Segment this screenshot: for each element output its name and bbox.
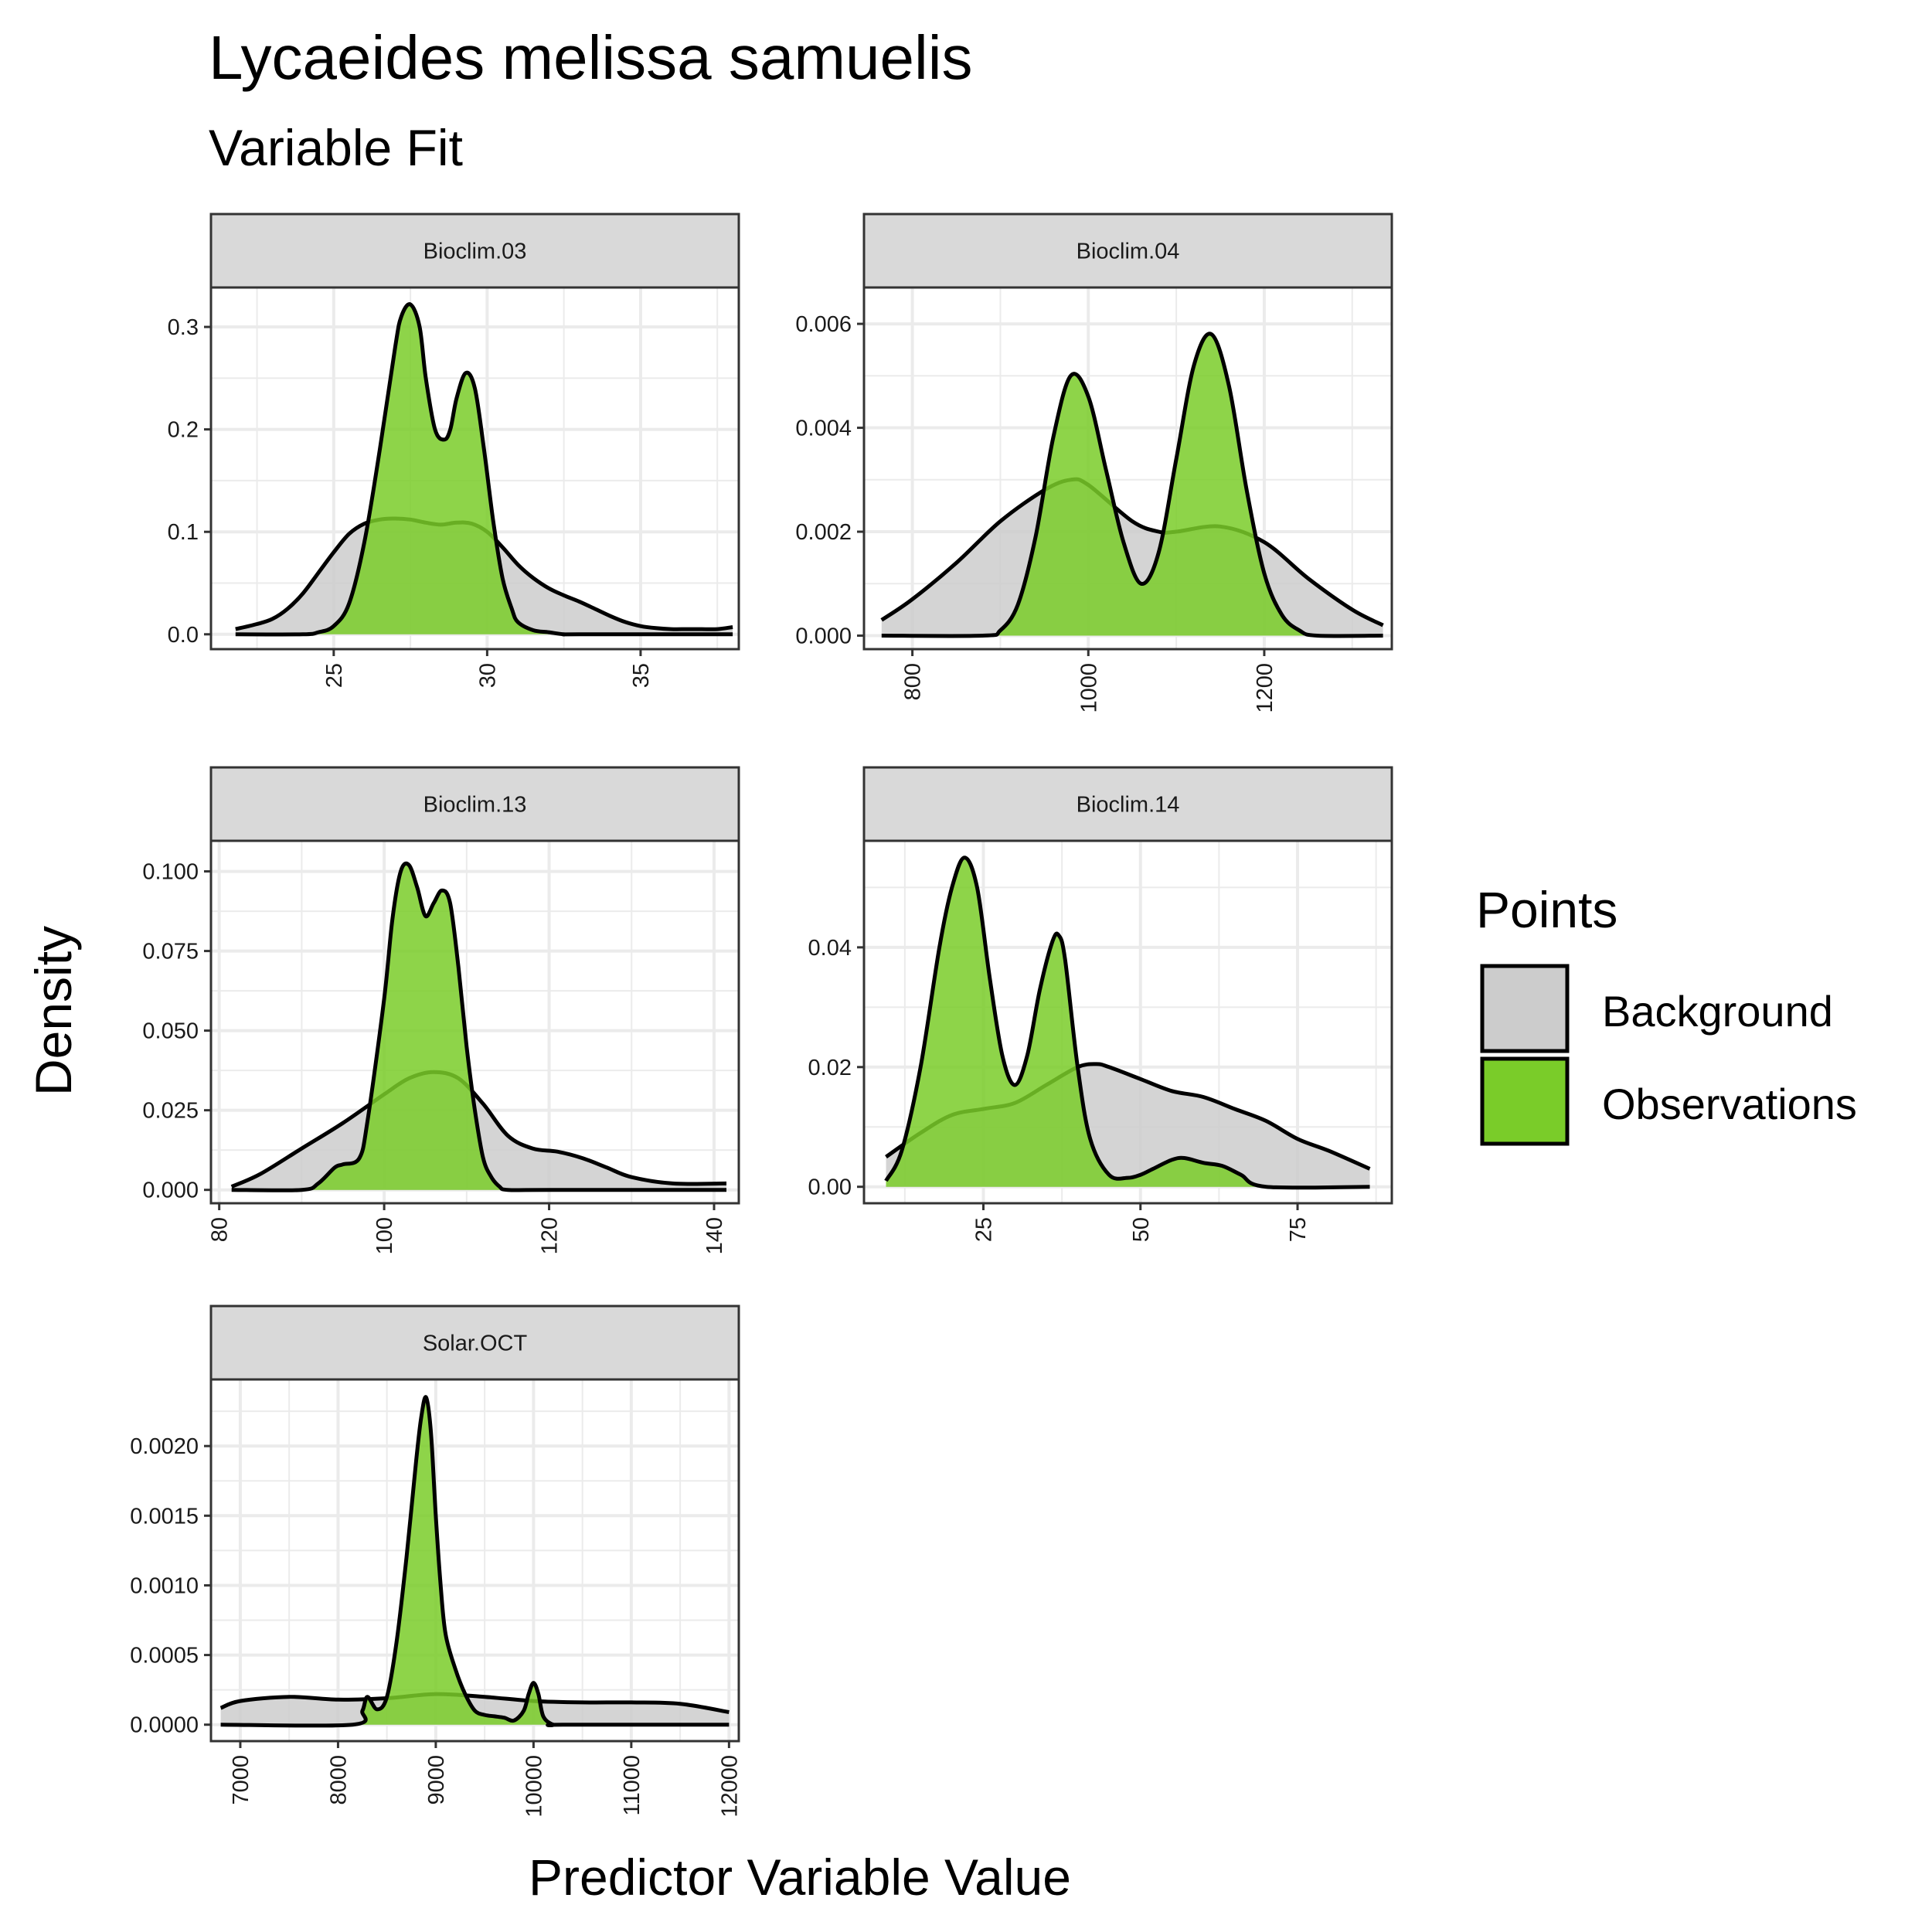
density-line-observations — [881, 332, 1383, 638]
y-tick-label: 0.006 — [795, 312, 852, 337]
x-tick-label: 30 — [475, 663, 500, 688]
strip-bioclim-03 — [209, 213, 740, 289]
density-line-observations — [220, 1395, 730, 1728]
density-line-background — [880, 477, 1384, 628]
x-tick-label: 75 — [1286, 1217, 1311, 1242]
density-line-background — [230, 1070, 727, 1189]
x-tick-label: 35 — [629, 663, 654, 688]
y-tick-label: 0.04 — [808, 936, 852, 961]
density-area-observations — [235, 304, 733, 634]
x-tick-label: 8000 — [326, 1755, 351, 1805]
y-tick-label: 0.100 — [142, 860, 199, 885]
legend-label-background: Background — [1602, 987, 1833, 1036]
density-line-observations — [231, 861, 726, 1192]
panel-background — [211, 1379, 739, 1741]
strip-bioclim-04 — [862, 213, 1393, 289]
x-tick-label: 1200 — [1253, 663, 1277, 713]
panel-bioclim-13: Bioclim.13 0.000 0.025 0.050 0.075 0.100 80 100… — [142, 766, 740, 1254]
strip-label: Solar.OCT — [423, 1332, 528, 1356]
y-tick-label: 0.004 — [795, 417, 852, 441]
legend-key-background — [1480, 964, 1570, 1053]
y-tick-label: 0.0010 — [130, 1573, 199, 1598]
legend-key-observations — [1480, 1056, 1570, 1146]
chart-subtitle: Variable Fit — [209, 119, 463, 176]
x-tick-label: 25 — [971, 1217, 996, 1242]
density-line-observations — [235, 302, 733, 637]
x-tick-label: 7000 — [229, 1755, 253, 1805]
x-tick-label: 10000 — [522, 1755, 546, 1818]
y-tick-label: 0.0015 — [130, 1504, 199, 1529]
x-axis-title: Predictor Variable Value — [529, 1849, 1071, 1906]
y-tick-label: 0.025 — [142, 1099, 199, 1124]
strip-label: Bioclim.03 — [423, 240, 527, 264]
x-tick-label: 100 — [372, 1217, 397, 1254]
x-tick-label: 800 — [901, 663, 926, 700]
y-tick-label: 0.050 — [142, 1019, 199, 1044]
x-tick-label: 12000 — [717, 1755, 742, 1818]
x-tick-label: 25 — [322, 663, 347, 688]
x-tick-label: 11000 — [620, 1755, 645, 1816]
y-tick-label: 0.02 — [808, 1056, 852, 1080]
strip-solar-oct — [209, 1304, 740, 1381]
y-tick-label: 0.075 — [142, 940, 199, 964]
density-line-observations — [884, 855, 1370, 1190]
x-tick-label: 9000 — [424, 1755, 449, 1805]
strip-label: Bioclim.13 — [423, 793, 527, 818]
x-tick-label: 1000 — [1077, 663, 1101, 713]
strip-bioclim-14 — [862, 766, 1393, 842]
y-tick-label: 0.000 — [142, 1179, 199, 1203]
legend-title: Points — [1476, 881, 1617, 938]
y-tick-label: 0.0005 — [130, 1644, 199, 1668]
chart-title: Lycaeides melissa samuelis — [209, 23, 973, 92]
y-axis-title: Density — [25, 926, 82, 1096]
y-tick-label: 0.000 — [795, 624, 852, 649]
strip-label: Bioclim.04 — [1077, 240, 1180, 264]
y-tick-label: 0.2 — [168, 418, 199, 443]
legend-label-observations: Observations — [1602, 1080, 1857, 1128]
panel-solar-oct: Solar.OCT 0.0000 0.0005 0.0010 0.0015 0.0020 7… — [130, 1304, 742, 1818]
y-tick-label: 0.0 — [168, 623, 199, 648]
y-tick-label: 0.0000 — [130, 1713, 199, 1738]
y-tick-label: 0.3 — [168, 315, 199, 340]
facet-panels: Bioclim.03 0.0 0.1 0.2 0.3 25 30 35 Bioclim.04 0.… — [130, 213, 1393, 1818]
x-tick-label: 50 — [1129, 1217, 1154, 1242]
legend: Points Background Observations — [1476, 881, 1857, 1146]
y-tick-label: 0.002 — [795, 520, 852, 545]
panel-bioclim-04: Bioclim.04 0.000 0.002 0.004 0.006 800 1000 120… — [795, 213, 1393, 713]
strip-label: Bioclim.14 — [1077, 793, 1180, 818]
x-tick-label: 140 — [702, 1217, 727, 1254]
density-area-observations — [886, 857, 1370, 1188]
strip-bioclim-13 — [209, 766, 740, 842]
x-tick-label: 80 — [208, 1217, 233, 1242]
panel-bioclim-03: Bioclim.03 0.0 0.1 0.2 0.3 25 30 35 — [168, 213, 740, 688]
y-tick-label: 0.00 — [808, 1175, 852, 1200]
x-tick-label: 120 — [538, 1217, 563, 1254]
y-tick-label: 0.0020 — [130, 1434, 199, 1459]
panel-bioclim-14: Bioclim.14 0.00 0.02 0.04 25 50 75 — [808, 766, 1393, 1242]
density-area-observations — [881, 333, 1383, 636]
y-tick-label: 0.1 — [168, 520, 199, 545]
